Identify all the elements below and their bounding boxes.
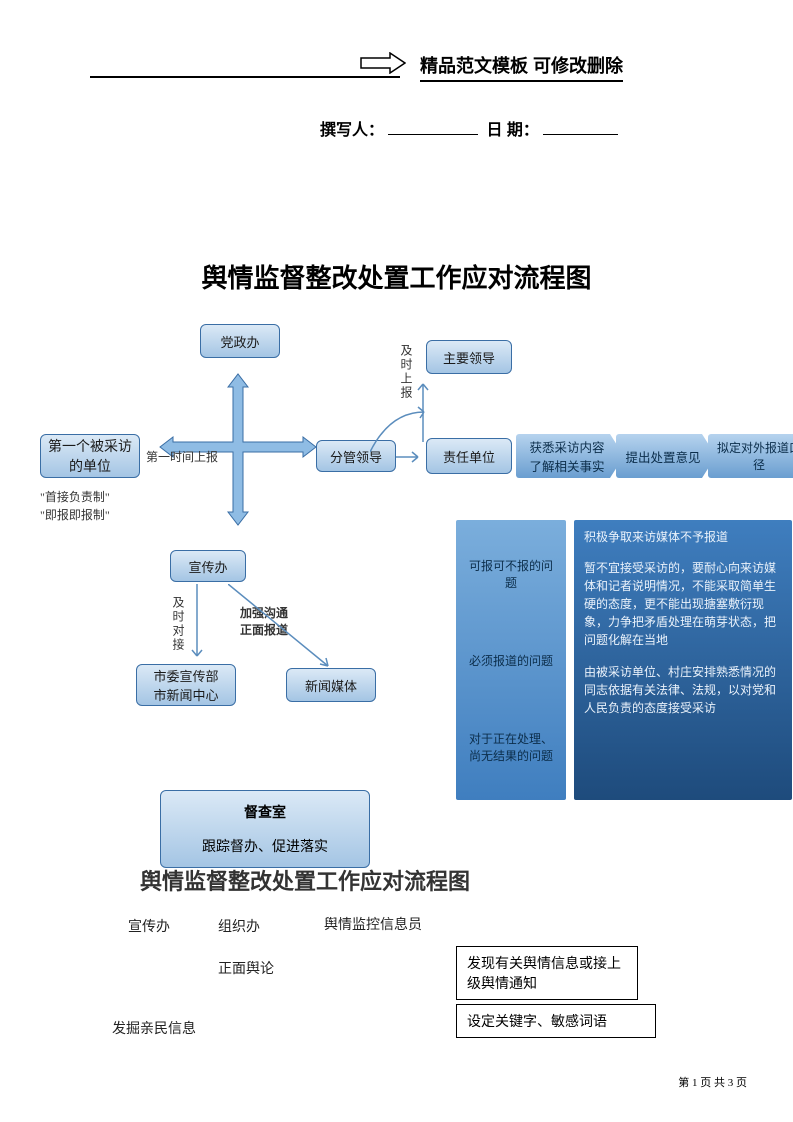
left-panel-item: 对于正在处理、尚无结果的问题	[464, 730, 558, 764]
dark-panel-item: 积极争取来访媒体不予报道	[584, 528, 782, 545]
date-label: 日 期：	[486, 122, 538, 139]
bt-zuzhi: 组织办	[218, 916, 260, 936]
label-timely-up: 及时上报	[398, 344, 415, 400]
label-note2: "即报即报制"	[40, 506, 110, 523]
node-dangzheng: 党政办	[200, 324, 280, 358]
dark-panel-item: 暂不宜接受采访的，要耐心向来访媒体和记者说明情况，不能采取简单生硬的态度，更不能…	[584, 559, 782, 649]
author-line: 撰写人： 日 期：	[320, 116, 622, 140]
box-keyword: 设定关键字、敏感词语	[456, 1004, 656, 1038]
ducha-sub: 跟踪督办、促进落实	[202, 836, 328, 856]
header-arrow-icon	[360, 52, 406, 74]
bt-yuqing: 舆情监控信息员	[324, 914, 422, 934]
arrow-icon	[228, 584, 338, 674]
chevron-1: 获悉采访内容 了解相关事实	[516, 434, 624, 478]
arrow-icon	[190, 584, 204, 664]
bt-xuanchuan: 宣传办	[128, 916, 170, 936]
dark-panel: 积极争取来访媒体不予报道 暂不宜接受采访的，要耐心向来访媒体和记者说明情况，不能…	[574, 520, 792, 800]
label-timely-dock: 及时对接	[170, 596, 187, 652]
left-panel: 可报可不报的问题 必须报道的问题 对于正在处理、尚无结果的问题	[456, 520, 566, 800]
chevron-2: 提出处置意见	[616, 434, 716, 478]
box-discover: 发现有关舆情信息或接上级舆情通知	[456, 946, 638, 1000]
page-footer: 第 1 页 共 3 页	[678, 1074, 747, 1090]
arrow-icon	[370, 406, 430, 456]
bt-faqin: 发掘亲民信息	[112, 1018, 196, 1038]
node-zeren: 责任单位	[426, 438, 512, 474]
author-blank	[388, 121, 478, 135]
left-panel-item: 可报可不报的问题	[464, 557, 558, 591]
node-first-unit: 第一个被采访的单位	[40, 434, 140, 478]
header-banner: 精品范文模板 可修改删除	[420, 52, 623, 82]
node-zhuyao: 主要领导	[426, 340, 512, 374]
dark-panel-item: 由被采访单位、村庄安排熟悉情况的同志依据有关法律、法规，以对党和人民负责的态度接…	[584, 663, 782, 717]
ducha-title: 督查室	[244, 802, 286, 822]
node-xuanchuan: 宣传办	[170, 550, 246, 582]
label-note1: "首接负责制"	[40, 488, 110, 505]
chevron-3: 拟定对外报道口径	[708, 434, 793, 478]
sub-title: 舆情监督整改处置工作应对流程图	[140, 864, 470, 896]
main-title: 舆情监督整改处置工作应对流程图	[0, 258, 793, 295]
header-rule	[90, 76, 400, 78]
bt-zhengmian: 正面舆论	[218, 958, 274, 978]
flowchart: 党政办 第一个被采访的单位 分管领导 责任单位 主要领导 宣传办 市委宣传部 市…	[40, 310, 760, 880]
node-shiwei: 市委宣传部 市新闻中心	[136, 664, 236, 706]
author-label: 撰写人：	[320, 122, 384, 139]
label-first-report: 第一时间上报	[146, 448, 218, 465]
left-panel-item: 必须报道的问题	[464, 652, 558, 669]
date-blank	[543, 121, 618, 135]
node-ducha: 督查室 跟踪督办、促进落实	[160, 790, 370, 868]
